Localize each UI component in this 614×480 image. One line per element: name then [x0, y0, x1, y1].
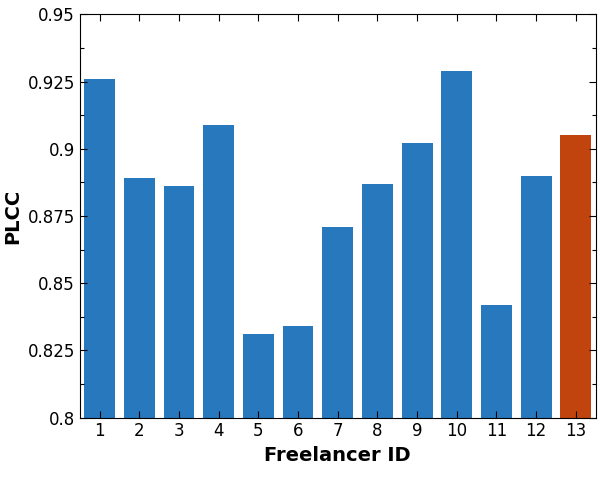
Bar	[402, 144, 432, 480]
Bar	[322, 227, 353, 480]
Bar	[203, 125, 234, 480]
Bar	[521, 176, 551, 480]
Bar	[560, 135, 591, 480]
Bar	[441, 71, 472, 480]
Bar	[124, 179, 155, 480]
Bar	[362, 184, 393, 480]
Bar	[481, 305, 512, 480]
Bar	[163, 186, 195, 480]
Bar	[84, 79, 115, 480]
Y-axis label: PLCC: PLCC	[3, 188, 22, 244]
Bar	[243, 334, 274, 480]
Bar	[282, 326, 314, 480]
X-axis label: Freelancer ID: Freelancer ID	[265, 446, 411, 465]
